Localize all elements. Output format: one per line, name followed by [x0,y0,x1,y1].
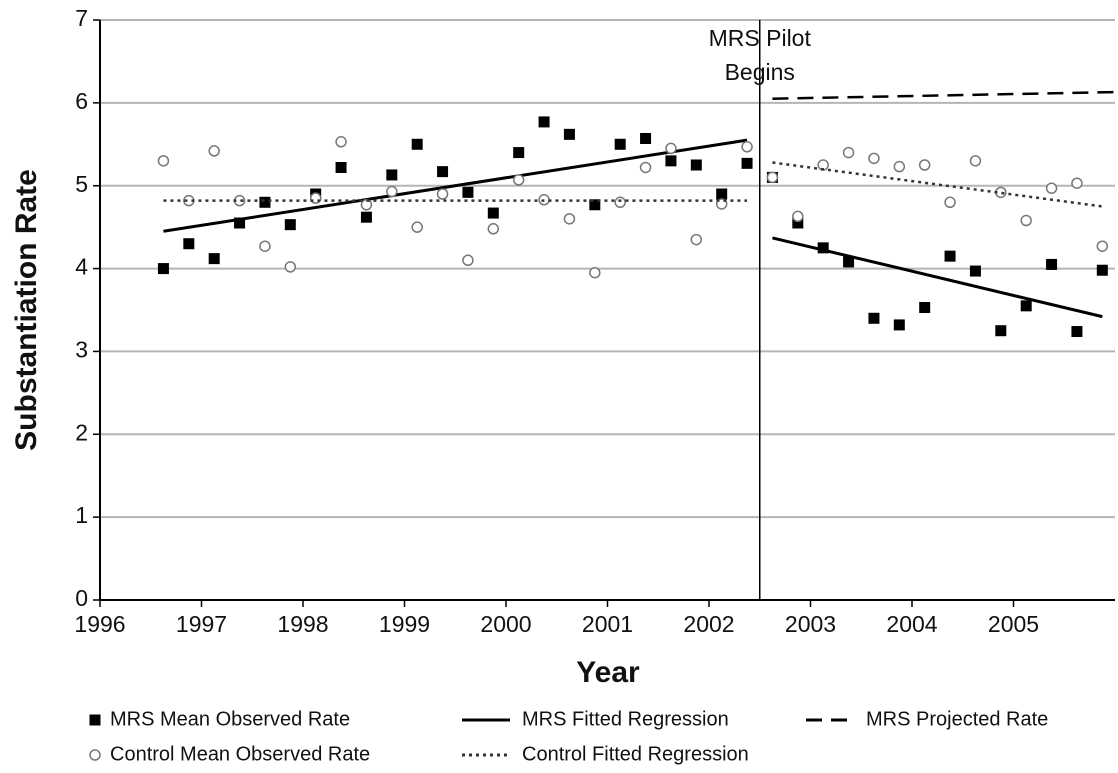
marker [969,155,982,167]
marker [690,233,703,246]
marker [487,223,500,235]
marker [1046,258,1058,270]
marker [183,238,195,250]
marker [335,136,347,148]
y-tick-label: 0 [75,585,88,611]
marker [665,155,677,167]
marker [436,188,449,200]
marker [589,266,601,279]
marker [157,155,170,167]
marker [1020,214,1032,227]
legend-label: MRS Mean Observed Rate [110,708,350,730]
marker [665,142,677,155]
marker [766,171,779,184]
y-axis-title: Substantiation Rate [10,169,43,451]
marker [817,242,829,254]
x-tick-label: 2005 [988,611,1039,637]
marker [918,159,931,171]
marker [1045,182,1058,194]
marker [690,159,702,171]
marker [589,199,601,211]
marker [259,196,271,208]
marker [386,185,398,198]
marker [462,186,474,198]
marker [1071,177,1083,189]
marker [893,319,905,331]
x-tick-label: 1996 [74,611,125,637]
marker [563,128,575,140]
marker [234,217,246,229]
legend-label: MRS Fitted Regression [522,708,729,730]
marker [259,240,271,252]
marker [1096,240,1109,252]
marker [640,132,652,144]
marker [335,161,347,173]
legend-marker [89,714,101,726]
x-axis-title: Year [576,656,640,689]
legend-label: Control Mean Observed Rate [110,743,370,765]
y-tick-label: 6 [75,88,88,114]
marker [487,207,499,219]
marker [995,325,1007,337]
marker [614,138,626,150]
marker [157,263,169,275]
y-tick-label: 7 [75,5,88,31]
marker [437,166,449,178]
y-tick-label: 2 [75,419,88,445]
annotation: Begins [725,59,795,85]
marker [512,174,525,186]
y-tick-label: 1 [75,502,88,528]
marker [563,213,576,225]
marker [411,138,423,150]
x-tick-label: 1999 [379,611,430,637]
marker [868,152,880,165]
y-tick-label: 4 [75,254,88,280]
x-tick-label: 2002 [683,611,734,637]
series-line [163,138,1103,319]
marker [1071,326,1083,338]
marker [792,217,804,229]
marker [944,250,956,262]
marker [411,221,423,233]
y-tick-label: 5 [75,171,88,197]
x-tick-label: 2004 [886,611,937,637]
marker [919,302,931,314]
marker [792,210,804,223]
marker [944,196,956,209]
marker [1020,300,1032,312]
x-tick-label: 1998 [277,611,328,637]
x-tick-label: 2003 [785,611,836,637]
marker [868,312,880,324]
series-line [772,90,1116,100]
marker [208,145,220,157]
legend-marker [89,749,101,761]
marker [842,146,855,159]
y-tick-label: 3 [75,337,88,363]
marker [716,188,728,200]
legend-label: Control Fitted Regression [522,743,749,765]
marker [208,253,220,265]
marker [462,254,474,267]
legend-label: MRS Projected Rate [866,708,1048,730]
marker [969,265,981,277]
marker [741,157,753,169]
series-line [163,161,1103,208]
marker [513,147,525,159]
marker [386,169,398,181]
x-tick-label: 2001 [582,611,633,637]
marker [639,161,652,174]
x-tick-label: 2000 [480,611,531,637]
marker [741,141,753,153]
annotation: MRS Pilot [709,25,812,51]
x-tick-label: 1997 [176,611,227,637]
marker [614,196,626,209]
marker [843,256,855,268]
marker [1096,264,1108,276]
marker [893,160,906,173]
marker [284,261,297,273]
marker [538,116,550,128]
marker [360,211,372,223]
marker [284,219,296,231]
